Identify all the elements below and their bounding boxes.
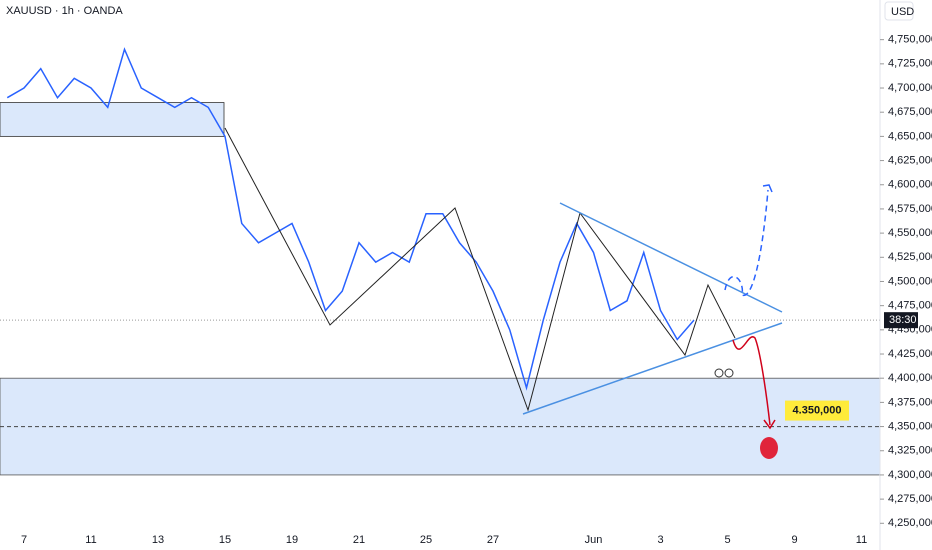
current-price-label: 38:30 xyxy=(889,314,917,326)
y-tick-label: 4,675,000 xyxy=(888,106,932,118)
y-tick-label: 4,750,000 xyxy=(888,34,932,46)
x-tick-label: 9 xyxy=(791,534,797,546)
x-tick-label: 5 xyxy=(724,534,730,546)
y-tick-label: 4,625,000 xyxy=(888,154,932,166)
bull-path xyxy=(724,189,769,297)
eyes-icon xyxy=(724,368,734,378)
resistance-zone xyxy=(0,102,225,137)
y-tick-label: 4,250,000 xyxy=(888,517,932,529)
y-tick-label: 4,375,000 xyxy=(888,396,932,408)
plot-layer xyxy=(0,47,881,476)
y-tick-label: 4,575,000 xyxy=(888,203,932,215)
y-tick-label: 4,500,000 xyxy=(888,275,932,287)
bear-path xyxy=(732,336,771,426)
x-tick-label: 3 xyxy=(657,534,663,546)
bear-arrow xyxy=(763,419,776,430)
x-tick-label: 11 xyxy=(856,534,867,546)
current-price-box xyxy=(884,312,918,329)
y-tick-label: 4,350,000 xyxy=(888,420,932,432)
trend-upper xyxy=(559,202,783,313)
x-tick-label: Jun xyxy=(585,534,603,546)
x-tick-label: 19 xyxy=(286,534,298,546)
strawberry-icon xyxy=(760,437,778,459)
x-tick-label: 25 xyxy=(420,534,432,546)
x-tick-label: 11 xyxy=(85,534,96,546)
zigzag xyxy=(224,127,736,412)
price-line xyxy=(6,47,695,391)
chart-title: XAUUSD · 1h · OANDA xyxy=(6,5,123,17)
annotations xyxy=(224,127,783,459)
target-box xyxy=(785,400,849,421)
y-tick-label: 4,600,000 xyxy=(888,179,932,191)
y-tick-label: 4,525,000 xyxy=(888,251,932,263)
y-tick-label: 4,400,000 xyxy=(888,372,932,384)
x-tick-label: 21 xyxy=(353,534,365,546)
y-tick-label: 4,725,000 xyxy=(888,58,932,70)
label-layer: 4,250,000 4,275,000 4,300,000 4,325,000 4,35… xyxy=(21,34,932,546)
trend-lower xyxy=(522,322,783,415)
y-tick-label: 4,550,000 xyxy=(888,227,932,239)
y-tick-label: 4,300,000 xyxy=(888,469,932,481)
y-tick-label: 4,425,000 xyxy=(888,348,932,360)
y-tick-label: 4,275,000 xyxy=(888,493,932,505)
x-tick-label: 13 xyxy=(152,534,164,546)
bull-arrow xyxy=(762,184,773,193)
x-tick-label: 7 xyxy=(21,534,27,546)
x-tick-label: 15 xyxy=(219,534,231,546)
currency-box xyxy=(884,1,914,21)
y-tick-label: 4,650,000 xyxy=(888,130,932,142)
y-tick-label: 4,700,000 xyxy=(888,82,932,94)
support-zone xyxy=(0,377,881,476)
currency: USD xyxy=(891,6,914,18)
eyes-icon xyxy=(714,368,724,378)
target-label: 4.350,000 xyxy=(793,404,842,416)
x-tick-label: 27 xyxy=(487,534,499,546)
y-tick-label: 4,325,000 xyxy=(888,445,932,457)
y-tick-label: 4,475,000 xyxy=(888,300,932,312)
